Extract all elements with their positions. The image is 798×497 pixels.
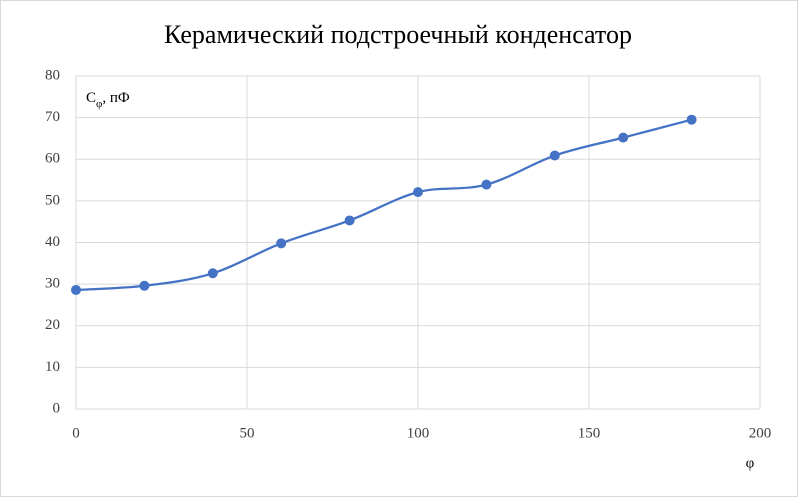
- y-tick-label: 20: [45, 317, 60, 333]
- data-point: [413, 187, 423, 198]
- y-tick-label: 10: [45, 359, 60, 375]
- data-point: [71, 284, 81, 295]
- data-point: [618, 132, 629, 143]
- y-tick-label: 80: [45, 67, 60, 83]
- data-point: [481, 179, 492, 190]
- y-tick-label: 70: [45, 109, 60, 125]
- y-label-main: C: [86, 90, 96, 106]
- y-label-sub: φ: [96, 98, 102, 110]
- x-tick-label: 200: [749, 425, 772, 441]
- y-tick-label: 60: [45, 151, 60, 167]
- x-tick-label: 100: [407, 425, 430, 441]
- series-line: [75, 118, 692, 292]
- y-tick-label: 50: [45, 192, 60, 208]
- y-tick-label: 0: [53, 400, 61, 416]
- data-point: [207, 268, 218, 279]
- data-point: [686, 114, 697, 125]
- data-point: [344, 215, 355, 226]
- y-tick-label: 30: [45, 276, 60, 292]
- data-point: [276, 238, 287, 249]
- x-tick-label: 50: [240, 425, 255, 441]
- y-label-rest: , пФ: [102, 90, 130, 106]
- x-axis-label: φ: [746, 455, 755, 471]
- data-point: [549, 150, 560, 161]
- chart-title: Керамический подстроечный конденсатор: [164, 20, 632, 49]
- y-axis-label: Cφ, пФ: [86, 90, 130, 109]
- x-tick-label: 150: [578, 425, 601, 441]
- data-point: [139, 280, 150, 291]
- y-tick-label: 40: [45, 234, 60, 250]
- x-tick-label: 0: [72, 425, 80, 441]
